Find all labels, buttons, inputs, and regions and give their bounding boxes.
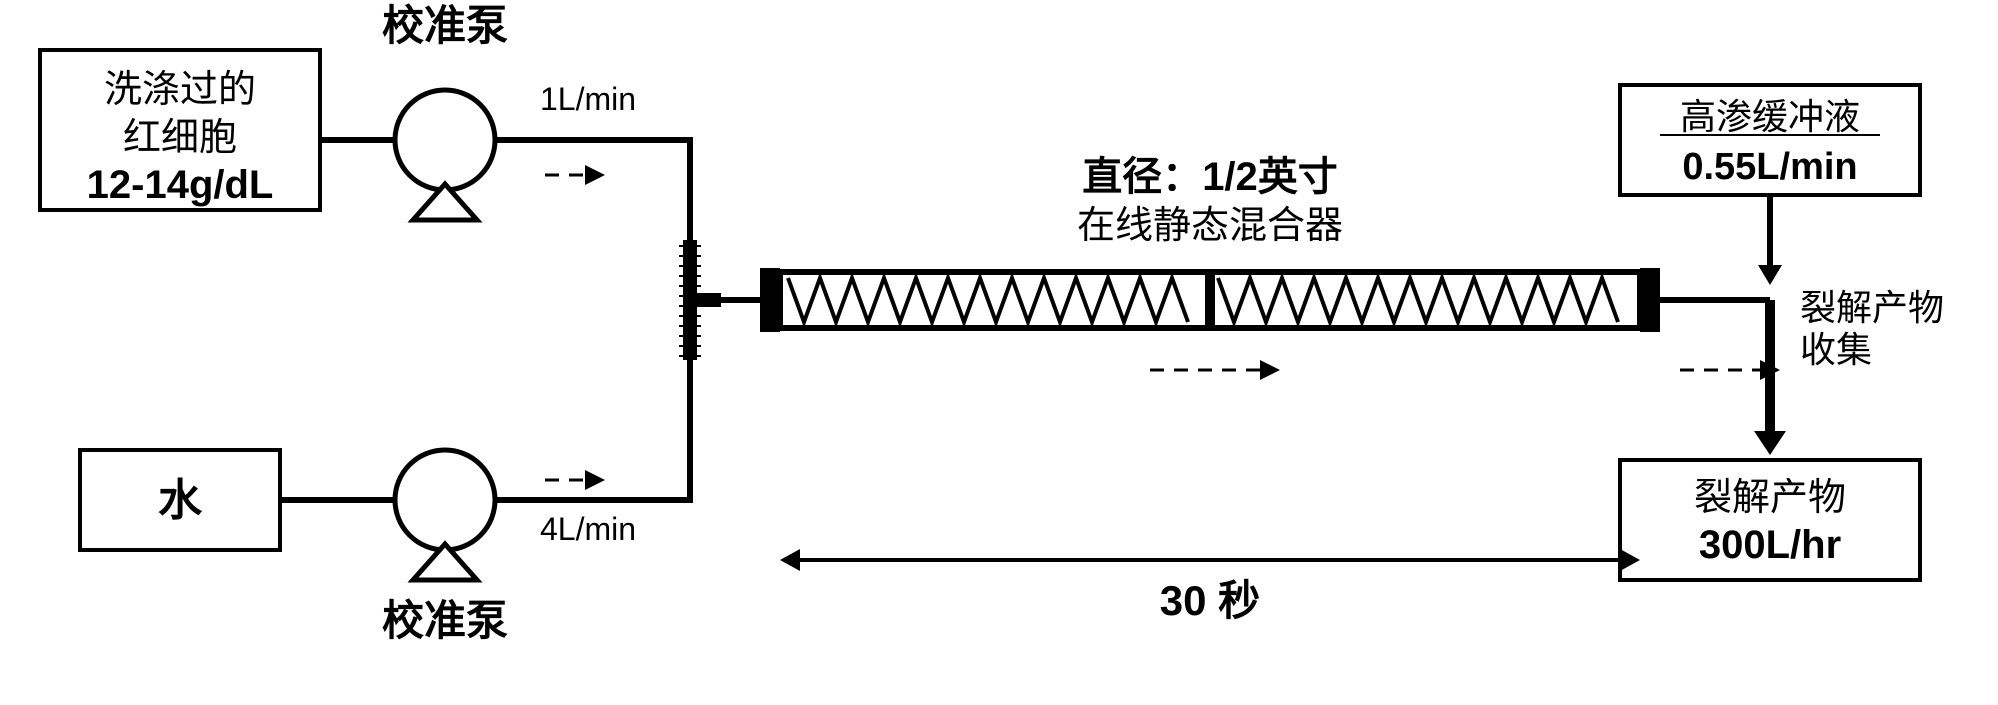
lysate-line1: 裂解产物 [1694,477,1846,519]
water-label: 水 [158,476,203,525]
tee-fitting [683,240,697,360]
mixer-line2: 在线静态混合器 [1077,205,1343,247]
flow-bottom-label: 4L/min [540,511,636,547]
pump-top [395,90,495,190]
buffer-line1: 高渗缓冲液 [1680,96,1860,137]
pump-label-bottom: 校准泵 [382,597,508,644]
rbc-line2: 红细胞 [123,117,237,159]
lysate-line2: 300L/hr [1699,523,1841,567]
mixer-line1: 直径：1/2英寸 [1082,155,1338,199]
rbc-line3: 12-14g/dL [87,163,274,207]
collect-line2: 收集 [1800,329,1872,370]
collect-line1: 裂解产物 [1800,287,1944,328]
rbc-line1: 洗涤过的 [104,69,256,111]
pump-label-top: 校准泵 [382,2,508,49]
flow-top-label: 1L/min [540,81,636,117]
buffer-line2: 0.55L/min [1682,146,1857,188]
duration-label: 30 秒 [1160,577,1260,624]
pump-bottom [395,450,495,550]
